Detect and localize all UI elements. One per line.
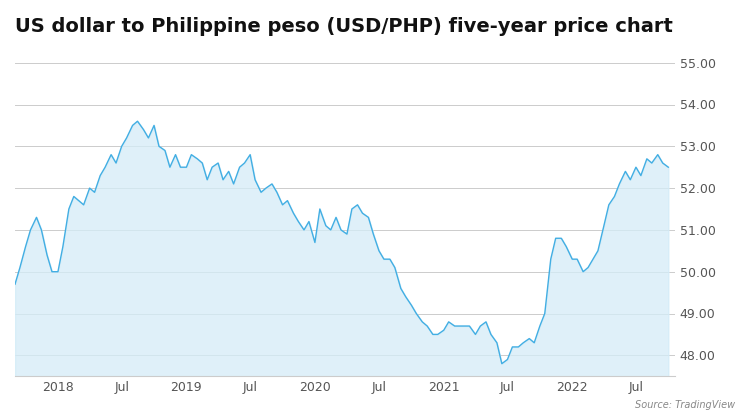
Text: Source: TradingView: Source: TradingView: [634, 400, 735, 410]
Text: US dollar to Philippine peso (USD/PHP) five-year price chart: US dollar to Philippine peso (USD/PHP) f…: [15, 17, 673, 36]
